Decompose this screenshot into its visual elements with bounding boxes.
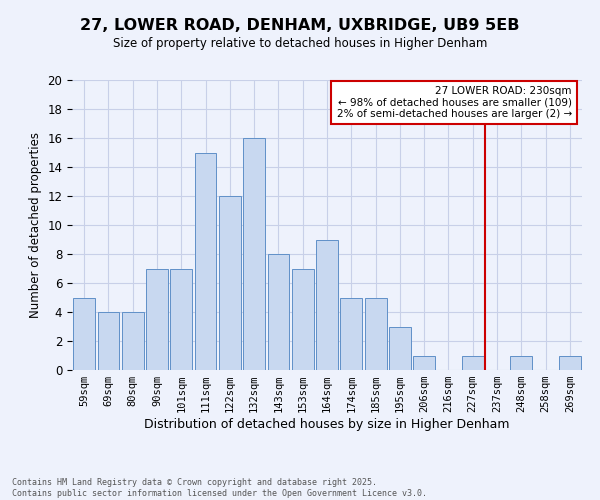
Bar (219, 196, 241, 370)
Bar (389, 326, 411, 370)
Bar (170, 268, 192, 370)
Bar (413, 356, 435, 370)
Text: Size of property relative to detached houses in Higher Denham: Size of property relative to detached ho… (113, 38, 487, 51)
Bar (194, 152, 217, 370)
Bar (146, 268, 168, 370)
Bar (462, 356, 484, 370)
Bar (122, 312, 143, 370)
Bar (511, 356, 532, 370)
Bar (73, 298, 95, 370)
Text: 27, LOWER ROAD, DENHAM, UXBRIDGE, UB9 5EB: 27, LOWER ROAD, DENHAM, UXBRIDGE, UB9 5E… (80, 18, 520, 32)
Bar (97, 312, 119, 370)
Bar (316, 240, 338, 370)
Bar (243, 138, 265, 370)
Bar (365, 298, 386, 370)
Bar (292, 268, 314, 370)
Text: 27 LOWER ROAD: 230sqm
← 98% of detached houses are smaller (109)
2% of semi-deta: 27 LOWER ROAD: 230sqm ← 98% of detached … (337, 86, 572, 119)
Bar (268, 254, 289, 370)
X-axis label: Distribution of detached houses by size in Higher Denham: Distribution of detached houses by size … (144, 418, 510, 431)
Bar (559, 356, 581, 370)
Bar (340, 298, 362, 370)
Text: Contains HM Land Registry data © Crown copyright and database right 2025.
Contai: Contains HM Land Registry data © Crown c… (12, 478, 427, 498)
Y-axis label: Number of detached properties: Number of detached properties (29, 132, 42, 318)
